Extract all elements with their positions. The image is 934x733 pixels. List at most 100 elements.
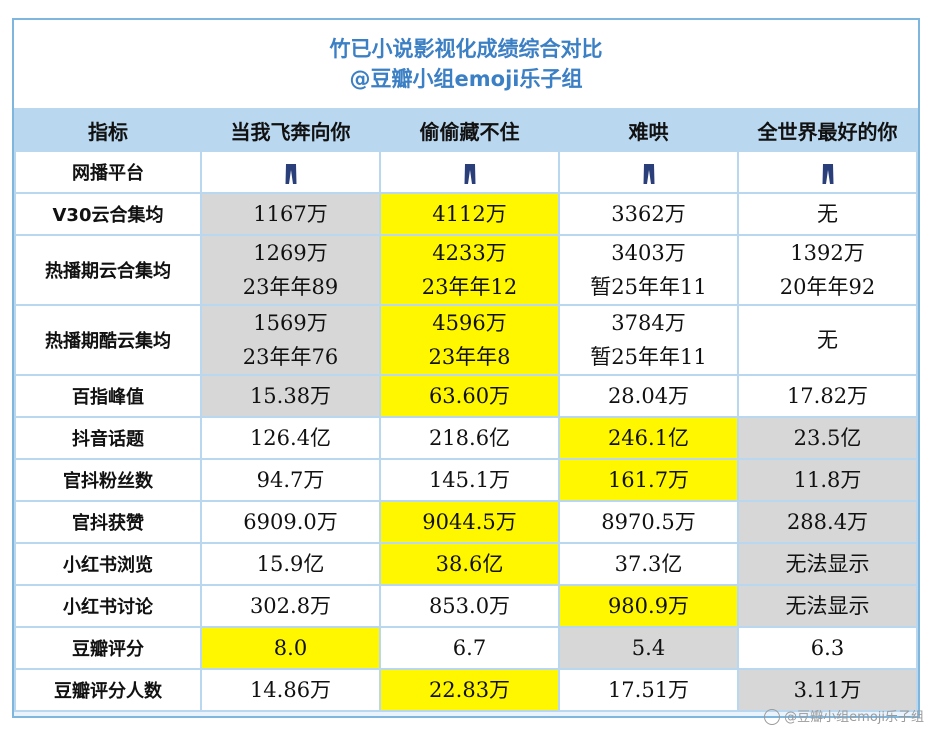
cell-value: 6909.0万: [243, 510, 338, 534]
cell-value: 无法显示: [785, 594, 870, 618]
cell-value: 23.5亿: [793, 426, 862, 450]
cell-value: 22.83万: [428, 678, 511, 702]
table-cell: 15.38万: [202, 376, 379, 416]
table-cell: 3.11万: [739, 670, 916, 710]
table-cell: 28.04万: [560, 376, 737, 416]
table-cell: 1167万: [202, 194, 379, 234]
table-cell: 17.51万: [560, 670, 737, 710]
table-row: 抖音话题 126.4亿 218.6亿 246.1亿 23.5亿: [16, 418, 916, 458]
watermark-text: @豆瓣小组emoji乐子组: [784, 709, 924, 725]
table-cell: 22.83万: [381, 670, 558, 710]
header-indicator: 指标: [16, 110, 200, 150]
cell-value: 218.6亿: [428, 426, 511, 450]
table-cell: 8970.5万: [560, 502, 737, 542]
table-cell: 5.4: [560, 628, 737, 668]
table-cell: [202, 152, 379, 192]
table-cell: 6.3: [739, 628, 916, 668]
cell-value: 15.9亿: [256, 552, 325, 576]
cell-rank: 23年年12: [421, 275, 518, 299]
table-row: 网播平台: [16, 152, 916, 192]
cell-value: 4233万: [432, 241, 507, 265]
cell-value: 94.7万: [256, 468, 325, 492]
cell-value: 无法显示: [785, 552, 870, 576]
table-row: 官抖粉丝数 94.7万 145.1万 161.7万 11.8万: [16, 460, 916, 500]
table-cell: 1392万 20年年92: [739, 236, 916, 304]
cell-value: 14.86万: [249, 678, 332, 702]
table-cell: 14.86万: [202, 670, 379, 710]
cell-value: 28.04万: [607, 384, 690, 408]
header-show-1: 当我飞奔向你: [202, 110, 379, 150]
cell-value: 38.6亿: [435, 552, 504, 576]
cell-value: 3.11万: [793, 678, 862, 702]
table-cell: 161.7万: [560, 460, 737, 500]
cell-value: 8.0: [273, 636, 308, 660]
table-cell: 6909.0万: [202, 502, 379, 542]
cell-value: 无: [817, 202, 838, 226]
table-cell: 145.1万: [381, 460, 558, 500]
table-cell: 4233万 23年年12: [381, 236, 558, 304]
table-cell: 无: [739, 194, 916, 234]
cell-rank: 20年年92: [779, 275, 876, 299]
table-cell: 8.0: [202, 628, 379, 668]
row-label: 抖音话题: [16, 418, 200, 458]
row-label: 豆瓣评分: [16, 628, 200, 668]
jeans-icon: [464, 163, 475, 184]
jeans-icon: [822, 163, 833, 184]
table-cell: 980.9万: [560, 586, 737, 626]
table-row: 热播期云合集均 1269万 23年年89 4233万 23年年12 3403万 暂25年年1…: [16, 236, 916, 304]
header-show-2: 偷偷藏不住: [381, 110, 558, 150]
row-label: 百指峰值: [16, 376, 200, 416]
chart-title: 竹已小说影视化成绩综合对比: [329, 37, 603, 61]
table-cell: 4112万: [381, 194, 558, 234]
row-label: 官抖获赞: [16, 502, 200, 542]
table-cell: 1569万 23年年76: [202, 306, 379, 374]
cell-value: 126.4亿: [249, 426, 332, 450]
table-cell: 63.60万: [381, 376, 558, 416]
row-label: 官抖粉丝数: [16, 460, 200, 500]
cell-value: 9044.5万: [422, 510, 517, 534]
cell-value: 4596万: [432, 311, 507, 335]
cell-value: 63.60万: [428, 384, 511, 408]
cell-value: 3403万: [611, 241, 686, 265]
table-row: 百指峰值 15.38万 63.60万 28.04万 17.82万: [16, 376, 916, 416]
cell-value: 853.0万: [428, 594, 511, 618]
row-label: 小红书浏览: [16, 544, 200, 584]
table-row: 小红书浏览 15.9亿 38.6亿 37.3亿 无法显示: [16, 544, 916, 584]
cell-value: 302.8万: [249, 594, 332, 618]
table-cell: 302.8万: [202, 586, 379, 626]
table-cell: 38.6亿: [381, 544, 558, 584]
cell-value: 6.3: [810, 636, 845, 660]
cell-value: 11.8万: [793, 468, 862, 492]
row-label: 豆瓣评分人数: [16, 670, 200, 710]
table-cell: 37.3亿: [560, 544, 737, 584]
table-cell: 1269万 23年年89: [202, 236, 379, 304]
cell-rank: 23年年89: [242, 275, 339, 299]
title-area: 竹已小说影视化成绩综合对比 @豆瓣小组emoji乐子组: [14, 20, 918, 108]
table-cell: [739, 152, 916, 192]
cell-value: 980.9万: [607, 594, 690, 618]
cell-rank: 23年年8: [428, 345, 511, 369]
table-cell: 218.6亿: [381, 418, 558, 458]
header-show-4: 全世界最好的你: [739, 110, 916, 150]
table-cell: 94.7万: [202, 460, 379, 500]
table-row: 豆瓣评分 8.0 6.7 5.4 6.3: [16, 628, 916, 668]
cell-value: 5.4: [631, 636, 666, 660]
cell-value: 1569万: [253, 311, 328, 335]
table-cell: [381, 152, 558, 192]
table-cell: 853.0万: [381, 586, 558, 626]
jeans-icon: [643, 163, 654, 184]
cell-value: 15.38万: [249, 384, 332, 408]
cell-value: 1167万: [253, 202, 328, 226]
table-body: 网播平台 V30云合集均 1167万 4112万 3362万无热播期云合集均 1269万 2…: [16, 152, 916, 710]
cell-value: 17.51万: [607, 678, 690, 702]
cell-value: 无: [817, 328, 838, 352]
table-cell: 17.82万: [739, 376, 916, 416]
table-cell: 无: [739, 306, 916, 374]
weibo-icon: [764, 709, 781, 725]
table-cell: 246.1亿: [560, 418, 737, 458]
row-label: 热播期云合集均: [16, 236, 200, 304]
table-cell: 无法显示: [739, 544, 916, 584]
table-row: 豆瓣评分人数 14.86万 22.83万 17.51万 3.11万: [16, 670, 916, 710]
cell-value: 1392万: [790, 241, 865, 265]
table-cell: 15.9亿: [202, 544, 379, 584]
